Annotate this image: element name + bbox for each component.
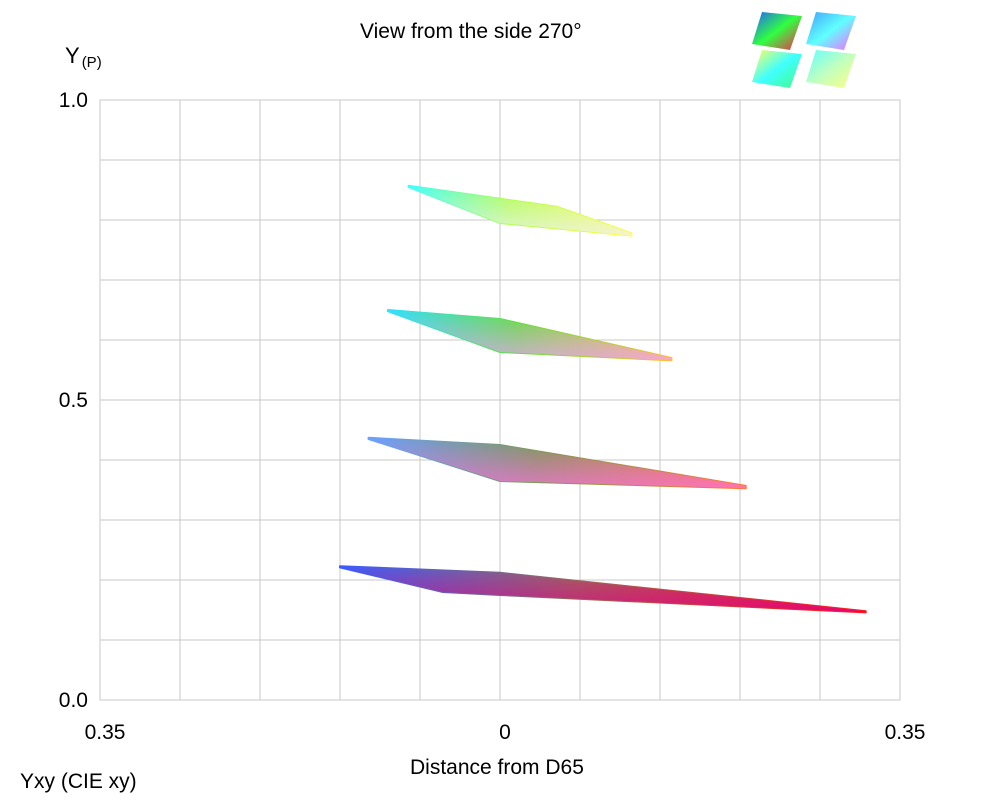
y-axis-label: Y (P) <box>65 43 102 71</box>
plot-border <box>99 99 901 701</box>
y-axis-label-main: Y <box>65 43 80 68</box>
color-space-label: Yxy (CIE xy) <box>20 770 137 793</box>
thumbnail-bottom-left <box>752 50 802 88</box>
x-tick-label: 0 <box>499 721 511 744</box>
x-axis-label: Distance from D65 <box>410 756 584 779</box>
data-slices <box>339 184 867 614</box>
gamut-slice-shade-2 <box>388 310 672 361</box>
x-tick-label: 0.35 <box>84 721 126 744</box>
thumbnail-top-left <box>752 12 802 50</box>
y-tick-label: 0.0 <box>58 689 88 712</box>
chart-title: View from the side 270° <box>360 20 582 43</box>
thumbnail-top-right <box>806 12 856 50</box>
y-axis-label-sub: (P) <box>81 54 102 71</box>
view-thumbnails <box>752 12 856 88</box>
y-tick-label: 0.5 <box>58 389 88 412</box>
gamut-slice-shade-0 <box>340 566 866 613</box>
grid <box>99 99 901 701</box>
plot-frame <box>99 99 901 701</box>
x-tick-label: 0.35 <box>884 721 926 744</box>
gamut-slice-shade-1 <box>368 437 746 489</box>
gamut-slice-shade-3 <box>408 185 632 236</box>
thumbnail-bottom-right <box>806 50 856 88</box>
y-tick-label: 1.0 <box>58 89 88 112</box>
